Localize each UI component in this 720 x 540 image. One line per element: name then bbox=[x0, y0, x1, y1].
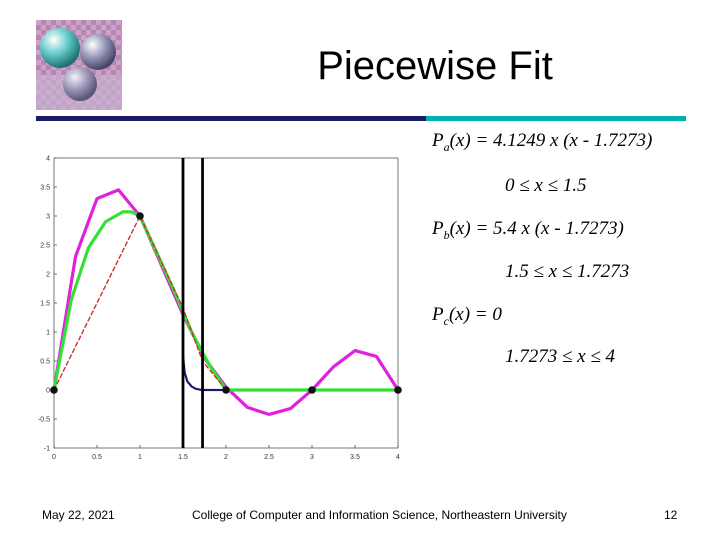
x-tick-label: 1 bbox=[138, 454, 142, 461]
footer-date: May 22, 2021 bbox=[42, 508, 115, 522]
equation-a-expr: (x) = 4.1249 x (x - 1.7273) bbox=[449, 130, 653, 151]
x-tick-label: 1.5 bbox=[178, 454, 188, 461]
equation-b: Pb(x) = 5.4 x (x - 1.7273) bbox=[432, 218, 624, 243]
y-tick-label: 1 bbox=[46, 330, 50, 337]
equation-c-sub: c bbox=[443, 313, 449, 328]
y-tick-label: 4 bbox=[46, 156, 50, 163]
equation-c: Pc(x) = 0 bbox=[432, 304, 502, 329]
logo-image bbox=[36, 20, 122, 110]
data-point bbox=[222, 386, 230, 394]
equation-c-range: 1.7273 ≤ x ≤ 4 bbox=[505, 346, 616, 367]
y-tick-label: -0.5 bbox=[38, 417, 50, 424]
slide-title: Piecewise Fit bbox=[317, 44, 553, 88]
equation-c-expr: (x) = 0 bbox=[448, 304, 502, 325]
equation-a-range: 0 ≤ x ≤ 1.5 bbox=[505, 175, 587, 196]
equation-b-sub: b bbox=[443, 227, 450, 242]
x-tick-label: 2 bbox=[224, 454, 228, 461]
x-tick-label: 3.5 bbox=[350, 454, 360, 461]
piecewise-chart: 0 0.5 1 1.5 2 2.5 3 3.5 4 -1 -0.5 0 0.5 1 1.5 2 2.5 3 3.5 4 bbox=[38, 156, 402, 461]
y-tick-label: 2 bbox=[46, 272, 50, 279]
x-tick-label: 3 bbox=[310, 454, 314, 461]
x-tick-label: 0 bbox=[52, 454, 56, 461]
x-tick-label: 2.5 bbox=[264, 454, 274, 461]
data-point bbox=[136, 212, 144, 220]
data-point bbox=[50, 386, 58, 394]
y-tick-label: 0.5 bbox=[40, 359, 50, 366]
equation-a-letter: P bbox=[432, 130, 444, 151]
equation-c-letter: P bbox=[432, 304, 444, 325]
footer-institution: College of Computer and Information Scie… bbox=[192, 508, 567, 522]
y-tick-label: 2.5 bbox=[40, 243, 50, 250]
plot-frame bbox=[53, 157, 399, 449]
x-tick-label: 4 bbox=[396, 454, 400, 461]
equation-a: Pa(x) = 4.1249 x (x - 1.7273) bbox=[432, 130, 652, 155]
y-tick-label: 1.5 bbox=[40, 301, 50, 308]
page-number: 12 bbox=[664, 508, 678, 522]
y-tick-label: 0 bbox=[46, 388, 50, 395]
equation-b-letter: P bbox=[432, 218, 444, 239]
y-tick-label: -1 bbox=[44, 446, 50, 453]
x-tick-label: 0.5 bbox=[92, 454, 102, 461]
equation-b-range: 1.5 ≤ x ≤ 1.7273 bbox=[505, 261, 630, 282]
data-point bbox=[308, 386, 316, 394]
equation-a-sub: a bbox=[443, 139, 450, 154]
title-rule-light bbox=[426, 116, 686, 121]
title-rule-dark bbox=[36, 116, 426, 121]
data-point bbox=[394, 386, 402, 394]
y-tick-label: 3.5 bbox=[40, 185, 50, 192]
y-tick-label: 3 bbox=[46, 214, 50, 221]
equation-b-expr: (x) = 5.4 x (x - 1.7273) bbox=[449, 218, 624, 239]
